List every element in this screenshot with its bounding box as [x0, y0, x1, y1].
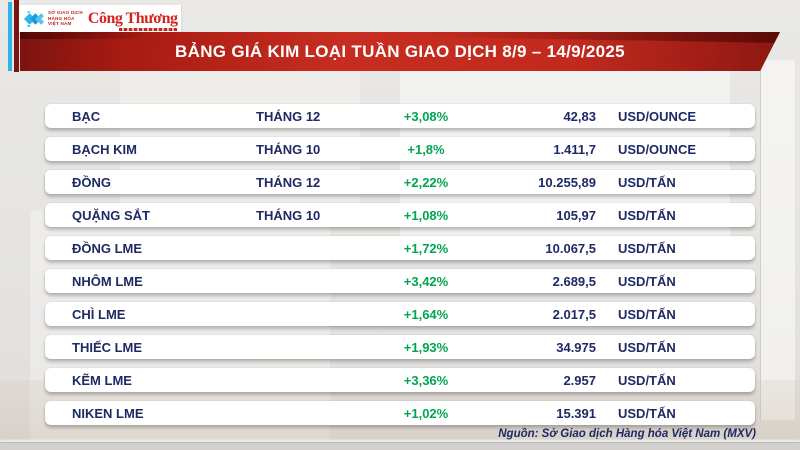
- mxv-name-line: HÀNG HÓA: [48, 15, 75, 21]
- price-table: BẠC THÁNG 12 +3,08% 42,83 USD/OUNCE BẠCH…: [45, 104, 755, 434]
- metal-name: THIẾC LME: [72, 339, 143, 355]
- price-value: 2.017,5: [552, 306, 596, 322]
- price-unit: USD/OUNCE: [618, 108, 697, 124]
- price-value: 42,83: [563, 108, 596, 124]
- mxv-name-line: VIỆT NAM: [48, 21, 72, 27]
- logo-strip: SỞ GIAO DỊCH HÀNG HÓA VIỆT NAM Công Thươ…: [19, 5, 181, 32]
- price-value: 1.411,7: [553, 141, 596, 157]
- contract-month: THÁNG 12: [256, 108, 321, 124]
- change-percent: +3,42%: [403, 273, 449, 289]
- price-unit: USD/TẤN: [618, 372, 676, 388]
- change-percent: +1,64%: [403, 306, 449, 322]
- table-row: BẠCH KIM THÁNG 10 +1,8% 1.411,7 USD/OUNC…: [45, 137, 755, 161]
- price-unit: USD/TẤN: [618, 306, 676, 322]
- background-texture: [760, 60, 795, 420]
- table-row: NHÔM LME +3,42% 2.689,5 USD/TẤN: [45, 269, 755, 293]
- metal-name: CHÌ LME: [72, 306, 126, 322]
- table-row: KẼM LME +3,36% 2.957 USD/TẤN: [45, 368, 755, 392]
- mxv-name-line: SỞ GIAO DỊCH: [48, 9, 83, 15]
- table-row: ĐỒNG THÁNG 12 +2,22% 10.255,89 USD/TẤN: [45, 170, 755, 194]
- table-row: THIẾC LME +1,93% 34.975 USD/TẤN: [45, 335, 755, 359]
- change-percent: +2,22%: [403, 174, 449, 190]
- change-percent: +3,36%: [403, 372, 449, 388]
- price-value: 2.689,5: [552, 273, 596, 289]
- bottom-edge-strip: [0, 442, 800, 450]
- contract-month: THÁNG 12: [256, 174, 321, 190]
- accent-stripe-cyan: [8, 2, 12, 71]
- title-banner: BẢNG GIÁ KIM LOẠI TUẦN GIAO DỊCH 8/9 – 1…: [20, 32, 780, 71]
- mxv-name: SỞ GIAO DỊCH HÀNG HÓA VIỆT NAM: [48, 10, 83, 27]
- change-percent: +1,72%: [403, 240, 449, 256]
- metal-name: NHÔM LME: [72, 273, 143, 289]
- price-unit: USD/TẤN: [618, 240, 676, 256]
- price-unit: USD/TẤN: [618, 174, 676, 190]
- table-row: BẠC THÁNG 12 +3,08% 42,83 USD/OUNCE: [45, 104, 755, 128]
- change-percent: +1,8%: [407, 141, 445, 157]
- price-unit: USD/TẤN: [618, 339, 676, 355]
- change-percent: +1,08%: [403, 207, 449, 223]
- change-percent: +1,93%: [403, 339, 449, 355]
- mxv-chevrons-icon: [23, 10, 45, 27]
- cong-thuong-logo: Công Thương: [87, 9, 178, 31]
- accent-stripe-red: [14, 0, 19, 72]
- price-unit: USD/TẤN: [618, 273, 676, 289]
- contract-month: THÁNG 10: [256, 207, 321, 223]
- metal-name: ĐỒNG: [72, 174, 111, 190]
- metal-name: BẠCH KIM: [72, 141, 137, 157]
- price-value: 34.975: [556, 339, 596, 355]
- page-title: BẢNG GIÁ KIM LOẠI TUẦN GIAO DỊCH 8/9 – 1…: [175, 41, 625, 61]
- price-unit: USD/TẤN: [618, 207, 676, 223]
- change-percent: +1,02%: [403, 405, 449, 421]
- metal-name: KẼM LME: [72, 372, 132, 388]
- price-value: 2.957: [563, 372, 596, 388]
- metal-name: QUẶNG SẮT: [72, 207, 150, 223]
- table-row: QUẶNG SẮT THÁNG 10 +1,08% 105,97 USD/TẤN: [45, 203, 755, 227]
- source-note: Nguồn: Sở Giao dịch Hàng hóa Việt Nam (M…: [498, 428, 756, 440]
- metal-name: ĐỒNG LME: [72, 240, 143, 256]
- price-unit: USD/OUNCE: [618, 141, 697, 157]
- metal-name: BẠC: [72, 108, 101, 124]
- cong-thuong-slogan-strip: [118, 27, 177, 31]
- cong-thuong-wordmark: Công Thương: [87, 9, 178, 27]
- table-row: CHÌ LME +1,64% 2.017,5 USD/TẤN: [45, 302, 755, 326]
- contract-month: THÁNG 10: [256, 141, 321, 157]
- metal-name: NIKEN LME: [72, 405, 144, 421]
- table-row: ĐỒNG LME +1,72% 10.067,5 USD/TẤN: [45, 236, 755, 260]
- price-value: 10.255,89: [538, 174, 596, 190]
- price-unit: USD/TẤN: [618, 405, 676, 421]
- price-value: 105,97: [556, 207, 596, 223]
- price-value: 10.067,5: [545, 240, 596, 256]
- change-percent: +3,08%: [403, 108, 449, 124]
- price-value: 15.391: [556, 405, 596, 421]
- table-row: NIKEN LME +1,02% 15.391 USD/TẤN: [45, 401, 755, 425]
